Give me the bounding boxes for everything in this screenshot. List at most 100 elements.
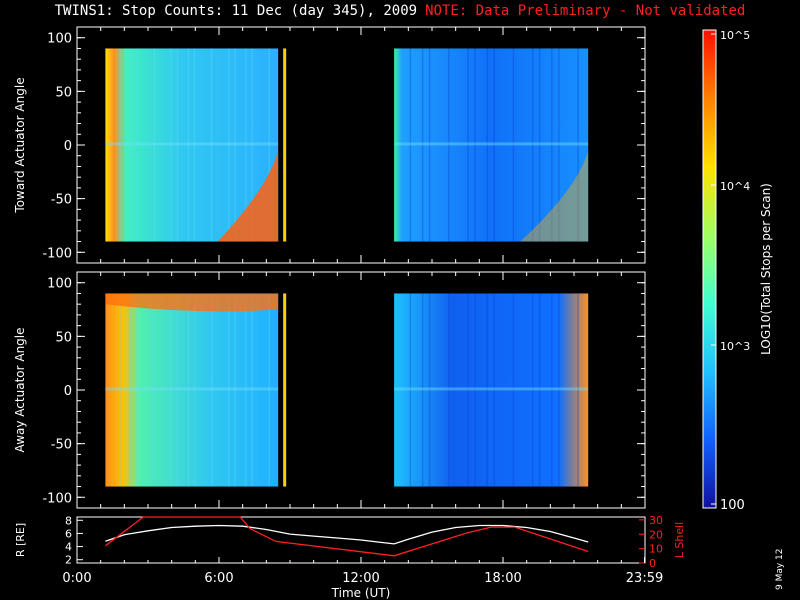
- hot-region: [520, 150, 589, 242]
- streak: [210, 293, 213, 487]
- x-tick-label: 18:00: [484, 571, 521, 586]
- data-block: [394, 48, 589, 242]
- streak: [474, 48, 476, 242]
- preliminary-note: NOTE: Data Preliminary - Not validated: [425, 3, 746, 19]
- streak: [493, 48, 495, 242]
- y-right-tick-label: 10: [649, 543, 663, 556]
- y-axis-label: Away Actuator Angle: [13, 327, 27, 452]
- streak: [448, 48, 450, 242]
- streak: [130, 48, 132, 242]
- y-tick-label: 0: [64, 139, 72, 154]
- y-left-tick-label: 4: [65, 541, 72, 554]
- streak: [119, 48, 121, 242]
- colorbar-tick-label: 100: [720, 498, 745, 513]
- y-left-tick-label: 6: [65, 527, 72, 540]
- streak: [176, 293, 179, 487]
- streak: [512, 293, 515, 487]
- streak: [119, 293, 121, 487]
- colorbar-label: LOG10(Total Stops per Scan): [759, 183, 773, 355]
- streak: [551, 293, 553, 487]
- streak: [486, 293, 489, 487]
- zero-band: [105, 142, 279, 146]
- hot-region: [217, 150, 279, 242]
- streak: [251, 48, 253, 242]
- streak: [193, 293, 196, 487]
- streak: [421, 48, 424, 242]
- panels-layer: 100 50 0 -50 -100 Toward Actuator Angle 100 50 0…: [13, 26, 686, 600]
- streak: [421, 293, 424, 487]
- streak: [558, 48, 560, 242]
- data-block: [394, 293, 589, 487]
- edge-stripe: [283, 293, 287, 487]
- x-tick-label: 6:00: [204, 571, 233, 586]
- zero-band: [394, 387, 589, 391]
- streak: [268, 293, 270, 487]
- streak: [268, 48, 270, 242]
- y-left-tick-label: 8: [65, 514, 72, 527]
- streak: [130, 293, 132, 487]
- streak: [251, 293, 253, 487]
- y-tick-label: 50: [55, 330, 72, 345]
- y-right-tick-label: 30: [649, 514, 663, 527]
- colorbar-tick-label: 10^5: [720, 29, 750, 42]
- streak: [136, 293, 138, 487]
- streak: [176, 48, 179, 242]
- colorbar-tick-label: 10^3: [720, 340, 750, 353]
- chart-title-row: TWINS1: Stop Counts: 11 Dec (day 345), 2…: [0, 3, 800, 25]
- streak: [467, 48, 469, 242]
- y-tick-label: -100: [42, 491, 72, 506]
- streak: [136, 48, 138, 242]
- y-tick-label: 100: [47, 32, 72, 47]
- streak: [245, 293, 247, 487]
- zero-band: [105, 387, 279, 391]
- streak: [486, 48, 489, 242]
- streak: [538, 48, 541, 242]
- x-tick-label: 12:00: [342, 571, 379, 586]
- streak: [228, 293, 230, 487]
- y-tick-label: 0: [64, 384, 72, 399]
- streak: [577, 48, 579, 242]
- colorbar: 10^5 10^4 10^3 100 LOG10(Total Stops per Sca…: [702, 29, 773, 513]
- streak: [234, 293, 236, 487]
- y-tick-label: 50: [55, 85, 72, 100]
- streak: [234, 48, 236, 242]
- zero-band: [394, 142, 589, 146]
- streak: [467, 293, 469, 487]
- streak: [153, 48, 155, 242]
- streak: [245, 48, 247, 242]
- streak: [551, 48, 553, 242]
- streak: [193, 48, 196, 242]
- chart-title: TWINS1: Stop Counts: 11 Dec (day 345), 2…: [54, 3, 418, 19]
- date-stamp: 9 May 12: [775, 548, 785, 590]
- streak: [170, 48, 173, 242]
- lshell-line: [105, 516, 589, 557]
- colorbar-tick-label: 10^4: [720, 180, 750, 193]
- colorbar-gradient: [702, 29, 717, 509]
- away-panel: 100 50 0 -50 -100 Away Actuator Angle: [13, 271, 646, 509]
- streak: [428, 48, 431, 242]
- y-right-axis-label: L Shell: [673, 522, 686, 558]
- y-axis-label: Toward Actuator Angle: [13, 77, 27, 213]
- streak: [448, 293, 450, 487]
- radius-line: [105, 524, 589, 545]
- y-tick-label: -50: [51, 193, 72, 208]
- streak: [474, 293, 476, 487]
- data-block: [105, 293, 279, 487]
- streak: [558, 293, 560, 487]
- streak: [577, 293, 579, 487]
- streak: [210, 48, 213, 242]
- x-axis-label: Time (UT): [331, 586, 391, 600]
- streak: [493, 293, 495, 487]
- toward-panel: 100 50 0 -50 -100 Toward Actuator Angle: [13, 26, 646, 264]
- streak: [538, 293, 541, 487]
- streak: [428, 293, 431, 487]
- y-left-tick-label: 2: [65, 554, 72, 567]
- y-tick-label: 100: [47, 277, 72, 292]
- streak: [170, 293, 173, 487]
- streak: [228, 48, 230, 242]
- streak: [409, 48, 412, 242]
- y-right-tick-label: 20: [649, 528, 663, 541]
- y-tick-label: -50: [51, 438, 72, 453]
